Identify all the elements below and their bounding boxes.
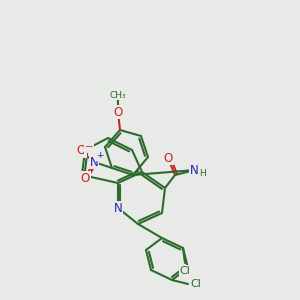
Text: +: + [96,152,104,160]
Text: O: O [80,172,90,184]
Text: CH₃: CH₃ [110,91,126,100]
Text: Cl: Cl [190,279,201,289]
Text: −: − [85,142,93,152]
Text: N: N [114,202,122,214]
Text: O: O [164,152,172,164]
Text: N: N [190,164,198,176]
Text: O: O [76,145,85,158]
Text: Cl: Cl [180,266,190,276]
Text: N: N [90,155,98,169]
Text: O: O [113,106,123,118]
Text: H: H [200,169,206,178]
